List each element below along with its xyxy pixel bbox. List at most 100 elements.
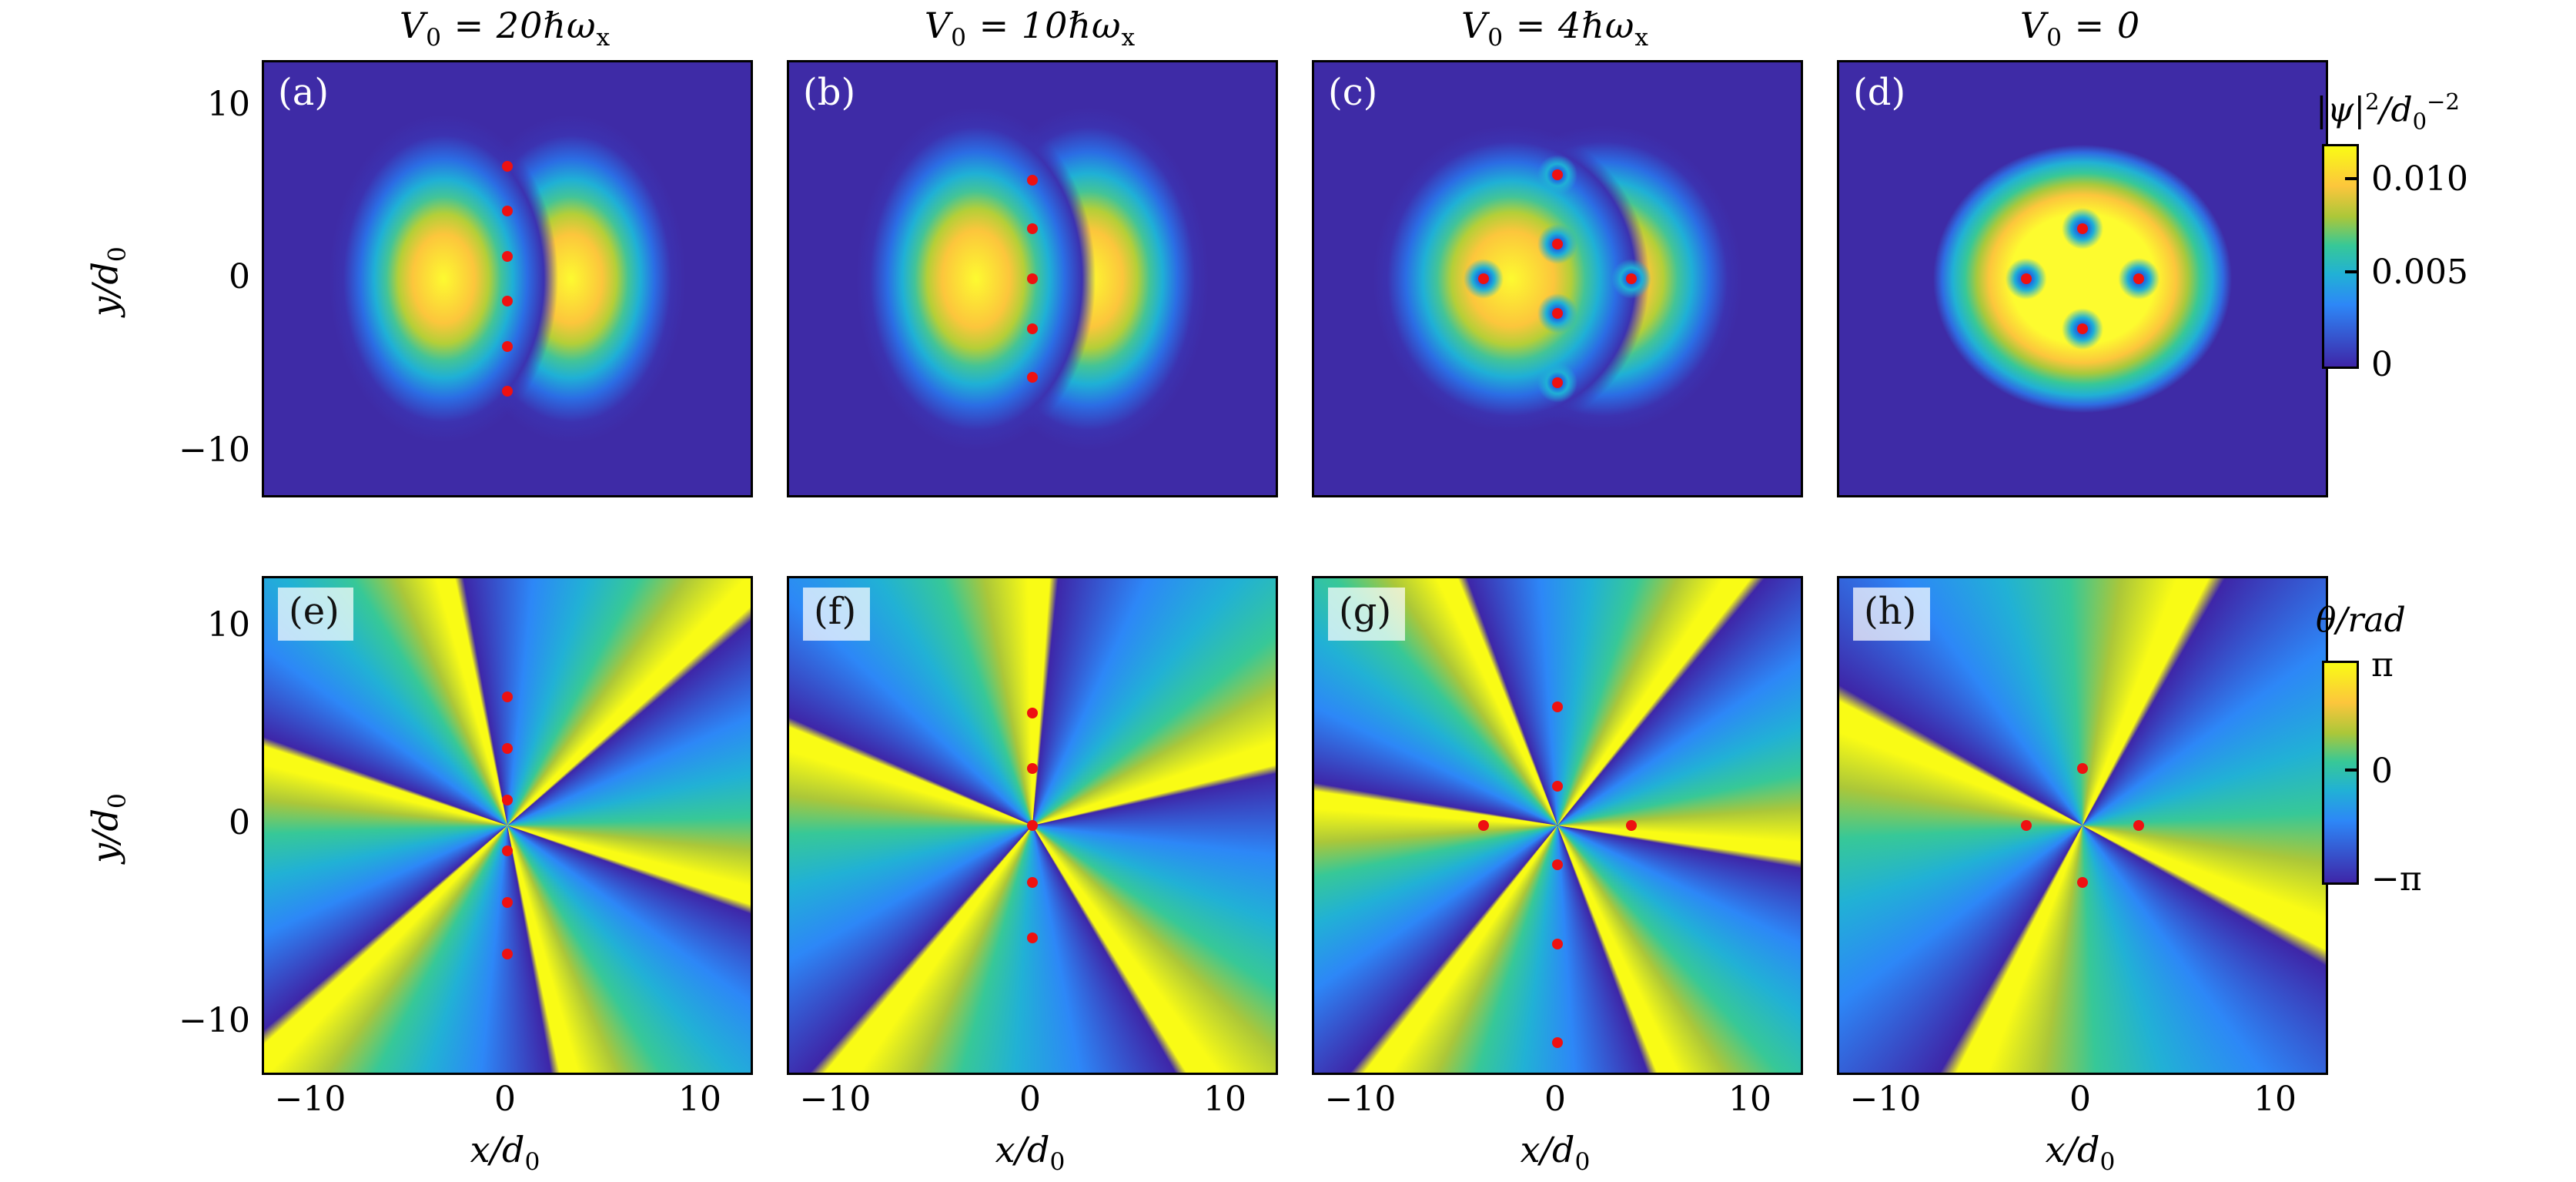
- panel-label-e: (e): [278, 588, 353, 641]
- vortex-dot: [2133, 820, 2145, 831]
- vortex-dot: [1552, 701, 1563, 712]
- vortex-dot: [1626, 820, 1638, 831]
- xlabel-c2: x/d0: [995, 1129, 1066, 1177]
- vortex-dot: [1477, 273, 1489, 284]
- xlabel-c3: x/d0: [1520, 1129, 1591, 1177]
- vortex-dot: [2077, 762, 2088, 774]
- panel-label-a: (a): [278, 71, 330, 114]
- xtick-c3-0: 0: [1544, 1080, 1566, 1119]
- xlabel-c4: x/d0: [2045, 1129, 2116, 1177]
- phase-cbtick-0: 0: [2371, 752, 2393, 791]
- ytick-top-10: 10: [207, 85, 250, 124]
- panel-c-density-map: (c): [1312, 60, 1803, 497]
- vortex-dot: [1027, 762, 1038, 774]
- vortex-dot: [1027, 223, 1038, 234]
- panel-g-phase-map: (g): [1312, 576, 1803, 1075]
- ytick-top-neg10: −10: [179, 430, 250, 470]
- vortex-dot: [502, 250, 513, 262]
- column-title-4: V0 = 0: [2019, 5, 2141, 52]
- xtick-c2-0: 0: [1019, 1080, 1041, 1119]
- vortex-dot: [2020, 273, 2032, 284]
- phase-colorbar-label: θ/rad: [2316, 601, 2406, 640]
- vortex-dot: [2133, 273, 2145, 284]
- xtick-c3-neg10: −10: [1324, 1080, 1397, 1119]
- vortex-dot: [2077, 877, 2088, 889]
- vortex-dot: [1027, 707, 1038, 718]
- density-cbtick-0010: 0.010: [2371, 159, 2468, 199]
- xtick-c4-10: 10: [2253, 1080, 2297, 1119]
- vortex-dot: [502, 691, 513, 703]
- xtick-c2-10: 10: [1203, 1080, 1246, 1119]
- vortex-dot: [1626, 273, 1638, 284]
- vortex-dot: [1027, 372, 1038, 383]
- panel-e-phase-map: (e): [262, 576, 753, 1075]
- panel-b-density-map: (b): [787, 60, 1278, 497]
- vortex-dot: [502, 897, 513, 909]
- xtick-c1-neg10: −10: [274, 1080, 346, 1119]
- xtick-c1-10: 10: [678, 1080, 721, 1119]
- vortex-dot: [1552, 239, 1563, 250]
- vortex-dot: [502, 794, 513, 805]
- density-colorbar: [2322, 144, 2359, 369]
- ytick-bottom-neg10: −10: [179, 1001, 250, 1040]
- panel-label-h: (h): [1853, 588, 1931, 641]
- ytick-bottom-10: 10: [207, 605, 250, 645]
- vortex-dot: [502, 206, 513, 217]
- vortex-dot: [1027, 820, 1038, 831]
- panel-h-phase-map: (h): [1837, 576, 2328, 1075]
- vortex-dot: [1027, 323, 1038, 335]
- column-title-1: V0 = 20ℏωx: [399, 5, 611, 52]
- vortex-dot: [1027, 174, 1038, 186]
- vortex-dot: [1552, 169, 1563, 181]
- ytick-bottom-0: 0: [229, 803, 250, 842]
- vortex-dot: [1552, 859, 1563, 871]
- vortex-dot: [502, 386, 513, 397]
- vortex-dot: [1027, 933, 1038, 944]
- density-colorbar-tick-mark-2: [2345, 270, 2357, 273]
- vortex-dot: [502, 296, 513, 307]
- ytick-top-0: 0: [229, 257, 250, 296]
- xtick-c4-0: 0: [2069, 1080, 2091, 1119]
- ylabel-bottom-row: y/d0: [84, 793, 132, 864]
- phase-cbtick-negpi: −π: [2371, 859, 2422, 899]
- panel-d-density-map: (d): [1837, 60, 2328, 497]
- vortex-dot: [1552, 307, 1563, 319]
- vortex-dot: [502, 340, 513, 352]
- xtick-c1-0: 0: [494, 1080, 516, 1119]
- vortex-dot: [502, 948, 513, 959]
- vortex-dot: [2077, 323, 2088, 335]
- density-cbtick-0: 0: [2371, 345, 2393, 384]
- vortex-dot: [1552, 377, 1563, 388]
- vortex-dot: [502, 742, 513, 754]
- panel-label-c: (c): [1328, 71, 1378, 114]
- vortex-dot: [502, 160, 513, 172]
- vortex-dot: [2020, 820, 2032, 831]
- vortex-dot: [1552, 1037, 1563, 1049]
- xtick-c4-neg10: −10: [1849, 1080, 1922, 1119]
- xtick-c2-neg10: −10: [799, 1080, 871, 1119]
- density-colorbar-tick-mark-1: [2345, 177, 2357, 180]
- vortex-dot: [1552, 939, 1563, 950]
- panel-a-density-map: (a): [262, 60, 753, 497]
- phase-colorbar: [2322, 661, 2359, 885]
- vortex-dot: [1027, 877, 1038, 889]
- panel-label-b: (b): [803, 71, 856, 114]
- vortex-dot: [1027, 273, 1038, 284]
- density-cbtick-0005: 0.005: [2371, 253, 2468, 292]
- panel-label-g: (g): [1328, 588, 1406, 641]
- column-title-2: V0 = 10ℏωx: [924, 5, 1136, 52]
- vortex-dot: [1477, 820, 1489, 831]
- ylabel-top-row: y/d0: [84, 246, 132, 317]
- panel-label-f: (f): [803, 588, 871, 641]
- phase-colorbar-tick-mark-0: [2345, 768, 2357, 772]
- column-title-3: V0 = 4ℏωx: [1461, 5, 1649, 52]
- panel-f-phase-map: (f): [787, 576, 1278, 1075]
- xlabel-c1: x/d0: [470, 1129, 540, 1177]
- xtick-c3-10: 10: [1728, 1080, 1771, 1119]
- density-colorbar-label: |ψ|2/d0−2: [2316, 89, 2460, 135]
- panel-label-d: (d): [1853, 71, 1906, 114]
- vortex-dot: [1552, 780, 1563, 792]
- vortex-dot: [502, 845, 513, 857]
- vortex-dot: [2077, 223, 2088, 234]
